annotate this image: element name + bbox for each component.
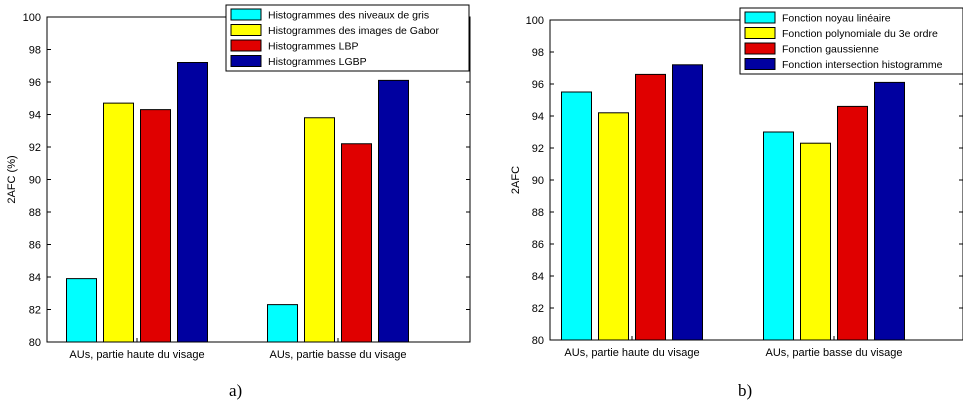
panel-a-legend-entry: Histogrammes des niveaux de gris	[268, 10, 429, 22]
panel-a-bar	[378, 79, 409, 343]
panel-b-y-tick-label: 88	[532, 207, 544, 219]
panel-b-legend-swatch	[744, 11, 776, 24]
panel-b-y-tick-label: 82	[532, 303, 544, 315]
panel-a-y-tick-label: 98	[29, 45, 41, 57]
panel-a-y-tick-label: 82	[29, 305, 41, 317]
panel-b-x-tick-label: AUs, partie haute du visage	[564, 347, 699, 359]
panel-a-bar	[66, 278, 97, 343]
panel-a-y-axis-label: 2AFC (%)	[6, 155, 18, 203]
panel-b-bar	[800, 142, 831, 341]
panel-a-x-tick-label: AUs, partie haute du visage	[69, 349, 204, 361]
panel-a-y-tick-label: 86	[29, 240, 41, 252]
panel-a-y-tick-label: 84	[29, 272, 41, 284]
panel-b-legend-entry: Fonction noyau linéaire	[782, 13, 891, 25]
panel-a-caption: a)	[229, 381, 243, 400]
panel-b-bar	[763, 131, 794, 341]
panel-a-y-tick-label: 80	[29, 337, 41, 349]
panel-b-y-tick-label: 100	[526, 15, 544, 27]
panel-b-bar	[874, 81, 905, 341]
panel-b-y-tick-label: 94	[532, 111, 544, 123]
panel-b-bar	[837, 105, 868, 341]
panel-a-bar	[341, 143, 372, 343]
panel-a-bar	[140, 109, 171, 343]
panel-a-legend-swatch	[230, 8, 262, 21]
panel-b-legend-swatch	[744, 42, 776, 55]
panel-a-legend-entry: Histogrammes des images de Gabor	[268, 25, 439, 37]
panel-a-x-tick-label: AUs, partie basse du visage	[270, 349, 407, 361]
panel-b-y-tick-label: 84	[532, 271, 544, 283]
panel-b-caption: b)	[738, 381, 753, 400]
panel-b-legend-swatch	[744, 58, 776, 70]
panel-a-bar	[267, 304, 298, 343]
panel-a-legend-box	[225, 4, 470, 72]
panel-b-legend-swatch	[744, 27, 776, 39]
panel-b-bar	[635, 73, 666, 341]
panel-b-bar	[561, 91, 592, 341]
panel-a-y-tick-label: 100	[23, 12, 41, 24]
panel-b-bar	[672, 64, 703, 341]
panel-a-legend-entry: Histogrammes LBP	[268, 41, 358, 53]
panel-b-y-axis-label: 2AFC	[510, 166, 522, 194]
panel-b-y-tick-label: 86	[532, 239, 544, 251]
panel-a-y-tick-label: 94	[29, 110, 41, 122]
panel-b-legend-entry: Fonction polynomiale du 3e ordre	[782, 28, 938, 40]
panel-b-y-tick-label: 80	[532, 335, 544, 347]
panel-a-legend-entry: Histogrammes LGBP	[268, 56, 367, 68]
panel-b-y-tick-label: 98	[532, 47, 544, 59]
panel-a-y-tick-label: 92	[29, 142, 41, 154]
panel-a-bar	[177, 62, 208, 343]
panel-b-y-tick-label: 90	[532, 175, 544, 187]
panel-a-bar	[304, 117, 335, 343]
panel-a-y-tick-label: 88	[29, 207, 41, 219]
panel-b-x-tick-label: AUs, partie basse du visage	[766, 347, 903, 359]
panel-b-legend-box	[739, 7, 963, 75]
panel-a-legend-swatch	[230, 55, 262, 67]
panel-b-y-tick-label: 92	[532, 143, 544, 155]
panel-a-y-tick-label: 96	[29, 77, 41, 89]
panel-a-legend-swatch	[230, 39, 262, 52]
panel-b-bar	[598, 112, 629, 341]
panel-a-bar	[103, 102, 134, 343]
panel-a-legend-swatch	[230, 24, 262, 36]
panel-b-legend-entry: Fonction gaussienne	[782, 44, 879, 56]
panel-a-y-tick-label: 90	[29, 175, 41, 187]
panel-b-y-tick-label: 96	[532, 79, 544, 91]
panel-b-legend-entry: Fonction intersection histogramme	[782, 59, 943, 71]
